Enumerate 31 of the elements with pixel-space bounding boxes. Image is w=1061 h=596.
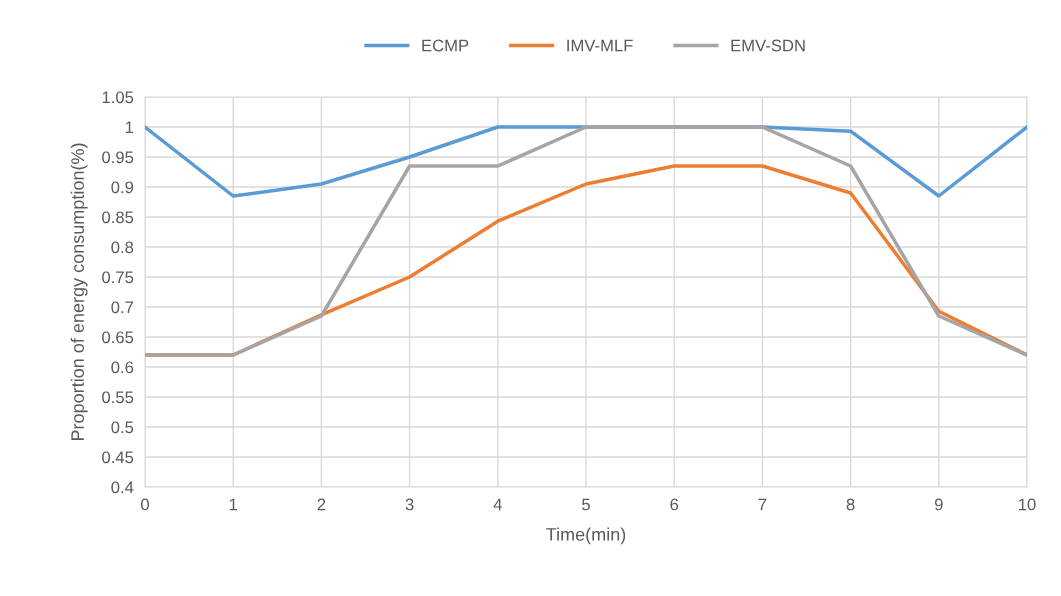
x-tick-label: 5	[582, 498, 590, 511]
y-tick-label: 0.6	[111, 361, 134, 374]
line-series	[145, 125, 1027, 357]
x-tick-label: 3	[405, 498, 414, 511]
x-tick-label: 1	[229, 498, 238, 511]
y-tick-label: 0.7	[111, 301, 134, 314]
y-tick-label: 0.45	[102, 451, 134, 464]
legend-label: ECMP	[422, 39, 469, 52]
y-tick-label: 0.4	[111, 481, 134, 494]
x-tick-label: 6	[670, 498, 679, 511]
x-axis-title: Time(min)	[546, 527, 626, 545]
x-tick-label: 10	[1019, 498, 1036, 511]
legend-label: EMV-SDN	[731, 39, 805, 52]
y-tick-label: 0.75	[102, 271, 134, 284]
y-tick-label: 0.55	[102, 391, 134, 404]
x-tick-label: 8	[846, 498, 855, 511]
x-tick-label: 0	[141, 498, 149, 511]
y-tick-label: 0.65	[102, 331, 134, 344]
y-tick-label: 0.95	[102, 151, 134, 164]
x-tick-label: 7	[758, 498, 767, 511]
y-tick-label: 0.8	[111, 241, 134, 254]
y-tick-label: 0.9	[111, 181, 134, 194]
y-tick-label: 1.05	[102, 91, 134, 104]
y-tick-label: 0.85	[102, 211, 134, 224]
y-tick-label: 1	[125, 121, 134, 134]
x-tick-label: 4	[493, 498, 502, 511]
legend-label: IMV-MLF	[567, 39, 633, 52]
y-axis-title: Proportion of energy consumption(%)	[70, 143, 88, 441]
y-tick-label: 0.5	[111, 421, 134, 434]
x-tick-label: 9	[934, 498, 943, 511]
x-tick-label: 2	[317, 498, 326, 511]
